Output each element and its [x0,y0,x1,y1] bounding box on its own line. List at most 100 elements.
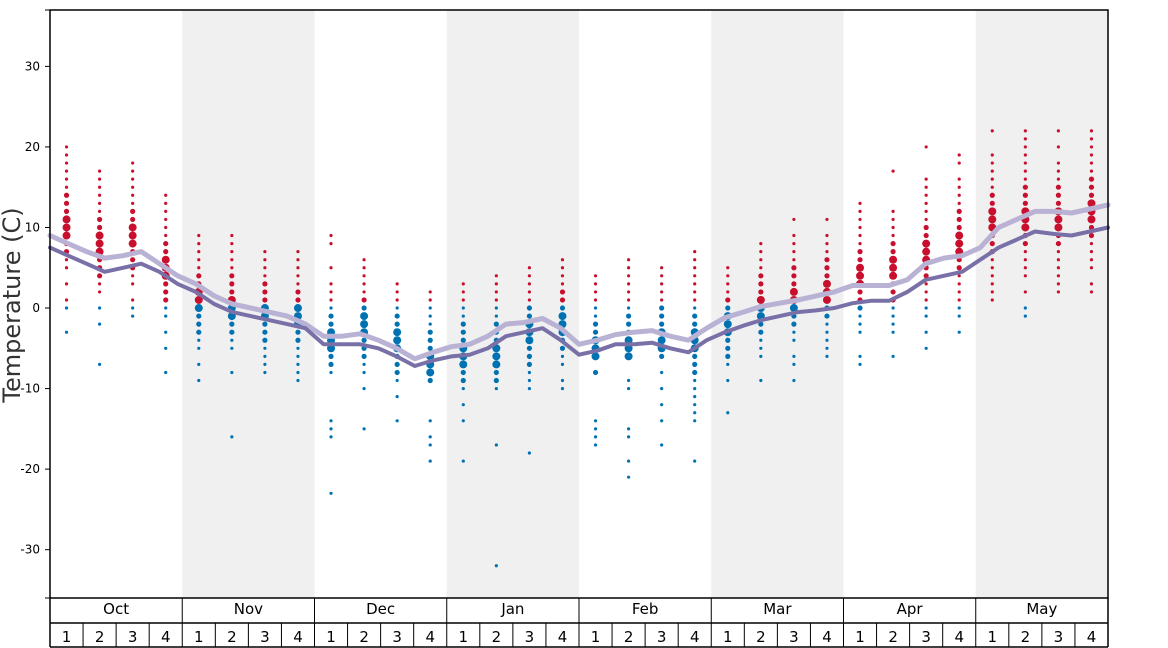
observation-dot [495,443,498,446]
observation-dot [1024,169,1027,172]
observation-dot [362,266,365,269]
observation-dot [65,169,68,172]
observation-dot [991,258,994,261]
week-label: 2 [359,628,369,646]
observation-dot [362,387,365,390]
observation-dot [164,314,167,317]
observation-dot [626,313,631,318]
week-label: 4 [822,628,832,646]
observation-dot [64,209,69,214]
observation-dot [1057,266,1060,269]
observation-dot [362,363,365,366]
month-label-feb: Feb [632,600,659,618]
observation-dot [131,274,134,277]
observation-dot [1090,145,1093,148]
observation-dot [360,320,368,328]
observation-dot [396,282,399,285]
observation-dot [1056,201,1061,206]
observation-dot [495,290,498,293]
observation-dot [693,274,696,277]
observation-dot [693,419,696,422]
observation-dot [725,338,730,343]
observation-dot [1057,161,1060,164]
observation-dot [925,314,928,317]
observation-dot [196,313,201,318]
observation-dot [560,289,565,294]
observation-dot [230,266,233,269]
observation-dot [922,248,930,256]
observation-dot [1090,153,1093,156]
observation-dot [627,476,630,479]
observation-dot [1023,185,1028,190]
observation-dot [891,306,894,309]
y-tick-label: -20 [20,462,40,476]
observation-dot [891,331,894,334]
observation-dot [594,427,597,430]
observation-dot [825,234,828,237]
observation-dot [63,232,71,240]
week-label: 2 [756,628,766,646]
observation-dot [263,266,266,269]
observation-dot [196,330,201,335]
observation-dot [492,352,500,360]
week-label: 2 [888,628,898,646]
observation-dot [857,305,862,310]
observation-dot [396,290,399,293]
observation-dot [229,289,234,294]
observation-dot [925,347,928,350]
observation-dot [462,403,465,406]
observation-dot [660,419,663,422]
observation-dot [97,273,102,278]
observation-dot [362,290,365,293]
observation-dot [328,313,333,318]
observation-dot [693,266,696,269]
observation-dot [925,290,928,293]
observation-dot [1024,274,1027,277]
observation-dot [164,331,167,334]
observation-dot [164,210,167,213]
week-label: 3 [128,628,138,646]
observation-dot [528,298,531,301]
observation-dot [1090,282,1093,285]
observation-dot [130,209,135,214]
observation-dot [329,427,332,430]
observation-dot [495,282,498,285]
observation-dot [925,298,928,301]
observation-dot [528,274,531,277]
observation-dot [958,202,961,205]
week-label: 2 [95,628,105,646]
observation-dot [693,258,696,261]
observation-dot [63,223,71,231]
observation-dot [97,225,102,230]
observation-dot [362,371,365,374]
observation-dot [131,298,134,301]
observation-dot [428,338,433,343]
observation-dot [825,339,828,342]
observation-dot [1087,215,1095,223]
observation-dot [925,306,928,309]
observation-dot [263,274,266,277]
observation-dot [958,282,961,285]
observation-dot [360,312,368,320]
observation-dot [1090,242,1093,245]
observation-dot [594,435,597,438]
observation-dot [262,281,267,286]
observation-dot [462,290,465,293]
observation-dot [492,360,500,368]
observation-dot [1057,169,1060,172]
observation-dot [98,282,101,285]
observation-dot [890,241,895,246]
observation-dot [825,242,828,245]
observation-dot [692,354,697,359]
observation-dot [429,306,432,309]
observation-dot [164,306,167,309]
observation-dot [65,306,68,309]
observation-dot [328,362,333,367]
week-label: 2 [492,628,502,646]
observation-dot [560,297,565,302]
observation-dot [693,290,696,293]
observation-dot [858,226,861,229]
observation-dot [891,226,894,229]
observation-dot [197,379,200,382]
